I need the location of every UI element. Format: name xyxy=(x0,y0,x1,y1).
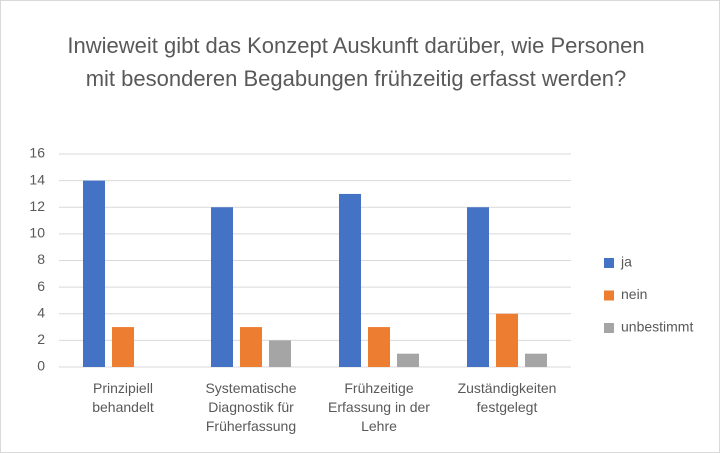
x-tick-label: Systematische Diagnostik für Früherfassu… xyxy=(205,380,297,434)
chart-title: Inwieweit gibt das Konzept Auskunft darü… xyxy=(67,33,645,91)
y-tick-label: 10 xyxy=(29,225,45,241)
bar xyxy=(339,193,361,367)
legend-label: unbestimmt xyxy=(621,319,693,335)
bar xyxy=(269,340,291,367)
bar xyxy=(397,353,419,367)
y-tick-label: 8 xyxy=(37,251,45,267)
bar xyxy=(240,327,262,367)
bar xyxy=(211,207,233,367)
y-tick-label: 12 xyxy=(29,198,45,214)
legend-swatch xyxy=(604,258,614,268)
bar xyxy=(112,327,134,367)
legend-label: ja xyxy=(620,254,632,270)
bar xyxy=(525,353,547,367)
y-tick-label: 4 xyxy=(37,304,45,320)
y-tick-label: 6 xyxy=(37,278,45,294)
y-tick-label: 2 xyxy=(37,331,45,347)
bar xyxy=(496,313,518,367)
legend-swatch xyxy=(604,290,614,301)
legend-swatch xyxy=(604,323,614,333)
legend-label: nein xyxy=(621,286,647,302)
bar xyxy=(368,327,390,367)
y-tick-label: 14 xyxy=(29,171,45,187)
x-tick-label: Zuständigkeiten festgelegt xyxy=(457,380,557,415)
y-tick-label: 16 xyxy=(29,145,45,161)
y-tick-label: 0 xyxy=(37,358,45,374)
bar xyxy=(83,180,105,367)
x-tick-label: Prinzipiell behandelt xyxy=(92,380,154,415)
x-tick-label: Frühzeitige Erfassung in der Lehre xyxy=(328,380,430,434)
bar xyxy=(467,207,489,367)
